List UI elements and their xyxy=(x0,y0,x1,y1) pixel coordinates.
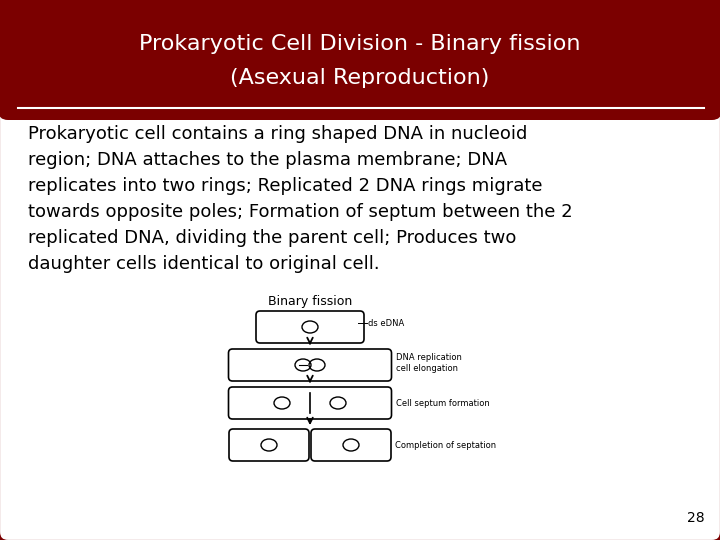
Text: replicated DNA, dividing the parent cell; Produces two: replicated DNA, dividing the parent cell… xyxy=(28,229,516,247)
Text: Prokaryotic Cell Division - Binary fission: Prokaryotic Cell Division - Binary fissi… xyxy=(139,34,581,54)
Text: Binary fission: Binary fission xyxy=(268,295,352,308)
Text: daughter cells identical to original cell.: daughter cells identical to original cel… xyxy=(28,255,379,273)
Text: towards opposite poles; Formation of septum between the 2: towards opposite poles; Formation of sep… xyxy=(28,203,572,221)
Text: Prokaryotic cell contains a ring shaped DNA in nucleoid: Prokaryotic cell contains a ring shaped … xyxy=(28,125,527,143)
FancyBboxPatch shape xyxy=(8,80,712,110)
FancyBboxPatch shape xyxy=(229,429,309,461)
Text: Cell septum formation: Cell septum formation xyxy=(395,399,490,408)
Text: region; DNA attaches to the plasma membrane; DNA: region; DNA attaches to the plasma membr… xyxy=(28,151,507,169)
FancyBboxPatch shape xyxy=(228,349,392,381)
FancyBboxPatch shape xyxy=(228,387,392,419)
Text: DNA replication
cell elongation: DNA replication cell elongation xyxy=(395,353,462,373)
FancyBboxPatch shape xyxy=(256,311,364,343)
FancyBboxPatch shape xyxy=(0,0,720,120)
Text: ds eDNA: ds eDNA xyxy=(368,319,404,327)
Text: 28: 28 xyxy=(688,511,705,525)
Text: Completion of septation: Completion of septation xyxy=(395,441,496,449)
FancyBboxPatch shape xyxy=(311,429,391,461)
Text: replicates into two rings; Replicated 2 DNA rings migrate: replicates into two rings; Replicated 2 … xyxy=(28,177,542,195)
Text: (Asexual Reproduction): (Asexual Reproduction) xyxy=(230,68,490,88)
